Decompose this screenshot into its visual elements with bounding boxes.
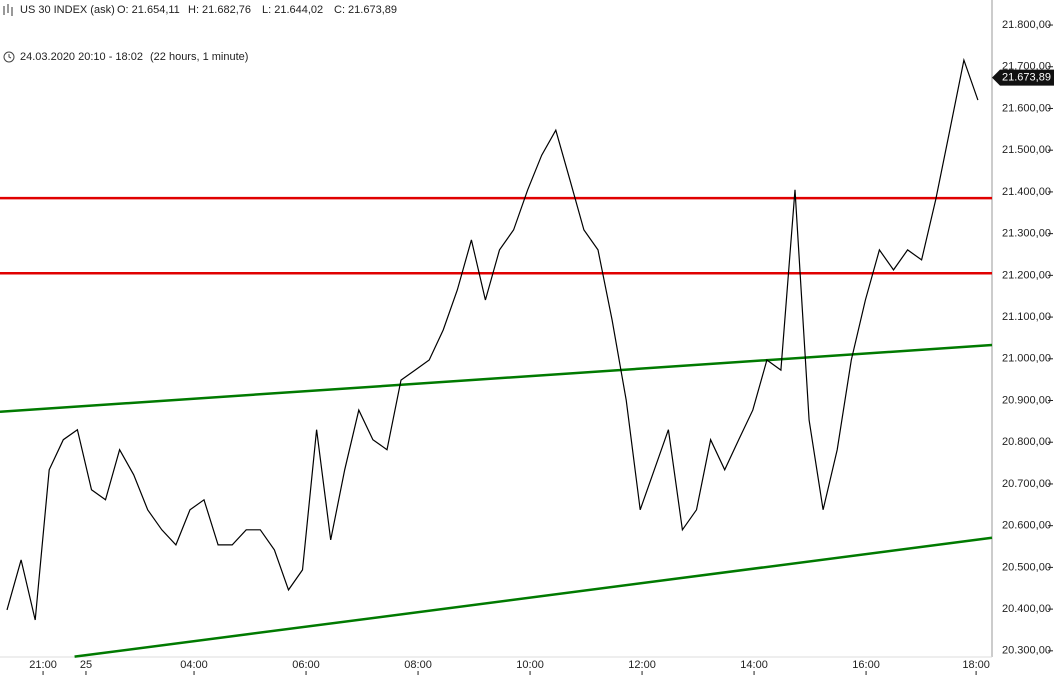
clock-icon: [3, 51, 15, 63]
y-tick-label: 20.800,00: [1002, 436, 1051, 448]
x-tick-label: 25: [80, 659, 92, 671]
x-tick-label: 08:00: [404, 659, 432, 671]
ohlc-open: O: 21.654,11: [117, 4, 180, 16]
x-tick-label: 18:00: [962, 659, 990, 671]
y-tick-label: 21.800,00: [1002, 19, 1051, 31]
x-tick-label: 21:00: [29, 659, 57, 671]
chart-title: US 30 INDEX (ask): [20, 4, 115, 16]
trend-line: [74, 536, 993, 658]
x-tick-label: 16:00: [852, 659, 880, 671]
y-tick-label: 21.100,00: [1002, 311, 1051, 323]
y-tick-label: 21.500,00: [1002, 144, 1051, 156]
x-tick-label: 14:00: [740, 659, 768, 671]
y-tick-label: 21.000,00: [1002, 353, 1051, 365]
ohlc-low: L: 21.644,02: [262, 4, 323, 16]
period: 24.03.2020 20:10 - 18:02: [20, 51, 143, 63]
y-tick-label: 20.400,00: [1002, 603, 1051, 615]
last-price-label: 21.673,89: [1002, 72, 1051, 84]
ohlc-high: H: 21.682,76: [188, 4, 251, 16]
price-line: [6, 57, 979, 621]
last-price-marker: [992, 69, 1054, 86]
x-tick-label: 12:00: [628, 659, 656, 671]
y-tick-label: 20.700,00: [1002, 478, 1051, 490]
y-tick-label: 20.500,00: [1002, 561, 1051, 573]
y-tick-label: 21.300,00: [1002, 228, 1051, 240]
duration: (22 hours, 1 minute): [150, 51, 248, 63]
ohlc-close: C: 21.673,89: [334, 4, 397, 16]
y-tick-label: 20.900,00: [1002, 394, 1051, 406]
trend-line: [0, 343, 993, 414]
x-tick-label: 04:00: [180, 659, 208, 671]
y-tick-label: 21.600,00: [1002, 102, 1051, 114]
x-tick-label: 10:00: [516, 659, 544, 671]
y-tick-label: 20.300,00: [1002, 645, 1051, 657]
y-tick-label: 21.400,00: [1002, 186, 1051, 198]
x-tick-label: 06:00: [292, 659, 320, 671]
y-tick-label: 21.200,00: [1002, 269, 1051, 281]
y-tick-label: 20.600,00: [1002, 520, 1051, 532]
chart-icon: [3, 4, 13, 16]
